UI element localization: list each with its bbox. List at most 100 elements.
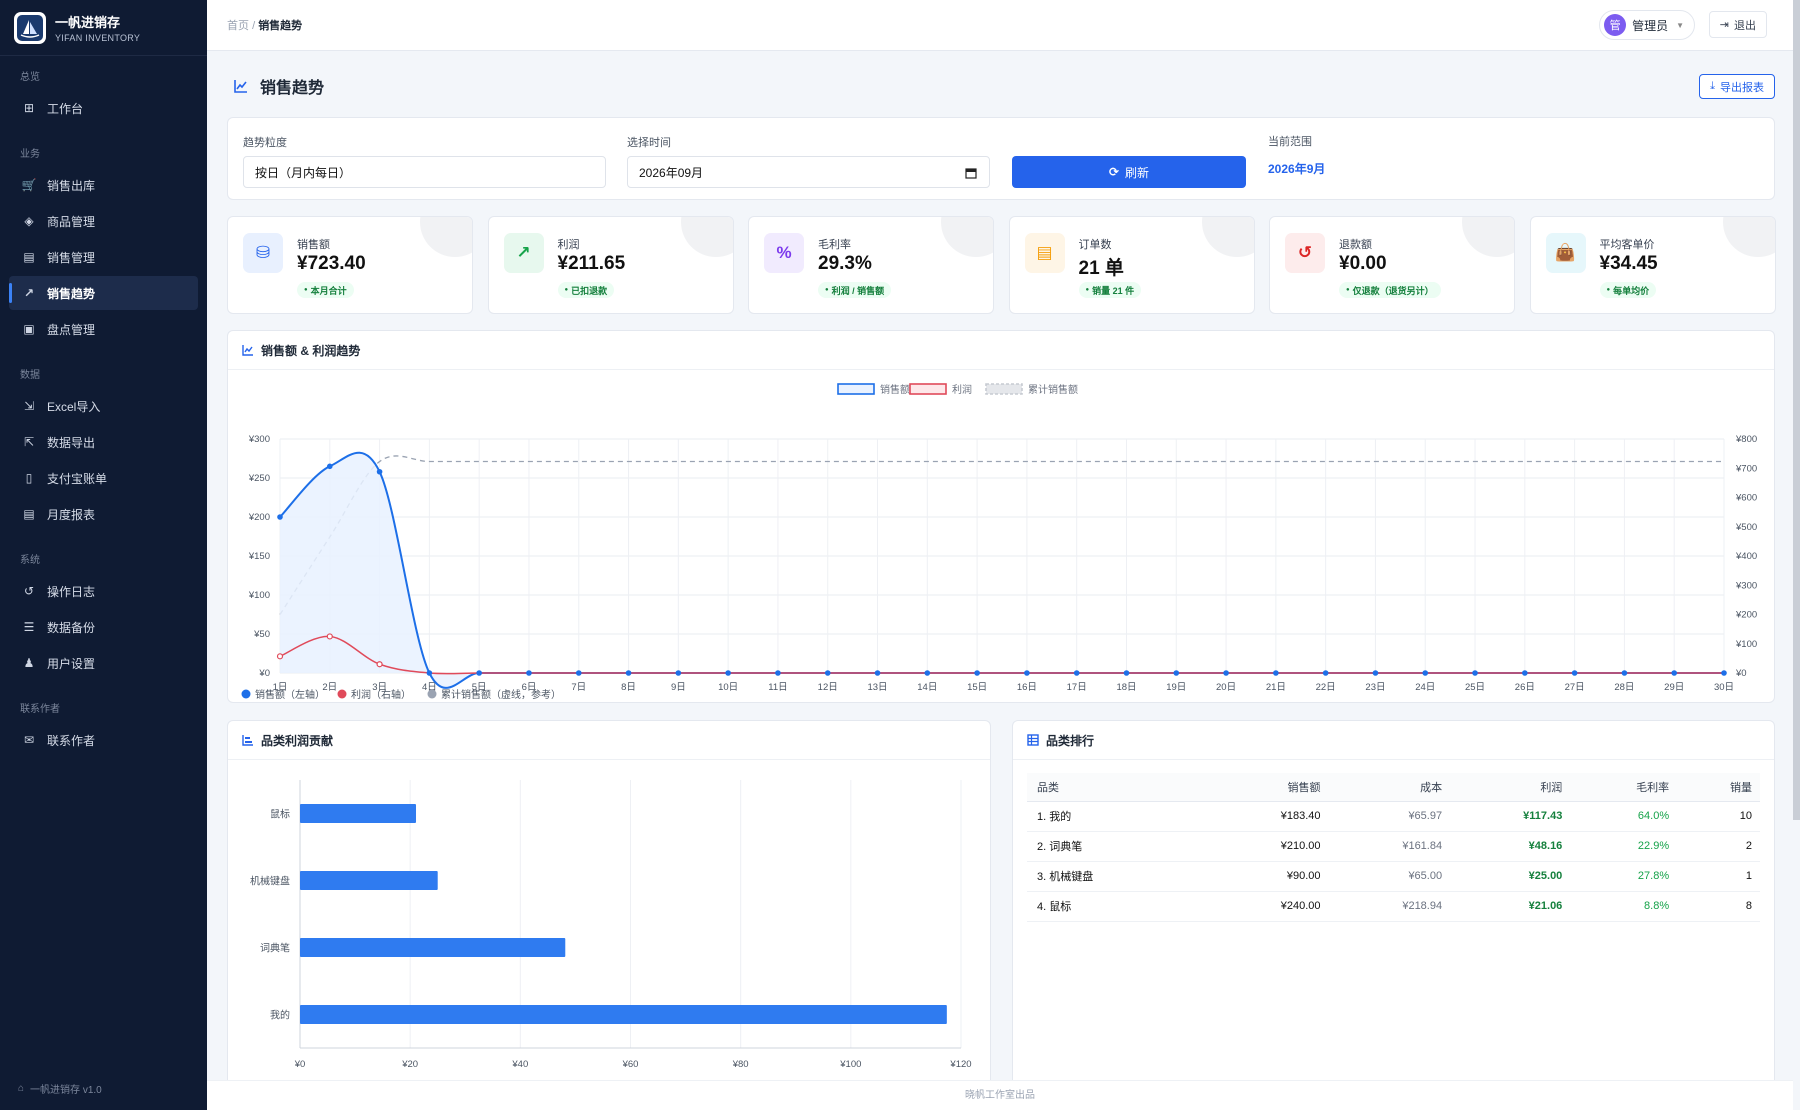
table-cell: ¥65.00 [1328,861,1451,892]
x-tick: ¥60 [622,1059,639,1070]
sidebar-item-database[interactable]: ☰ 数据备份 [9,610,198,644]
x-tick: 18日 [1116,682,1136,693]
stat-label: 利润 [557,239,580,251]
contact-icon: ✉ [23,733,35,747]
table-body: 1. 我的 ¥183.40 ¥65.97 ¥117.43 64.0% 10 2. 词典笔 ¥2… [1027,801,1760,922]
series-line-cumulative [279,455,1724,615]
badge-dot: ● [1346,287,1350,293]
sidebar-item-chart-line[interactable]: ↗ 销售趋势 [9,276,198,310]
x-tick: 16日 [1017,682,1037,693]
column-header[interactable]: 销量 [1677,773,1760,802]
column-header[interactable]: 成本 [1328,773,1451,802]
x-tick: 2日 [322,682,337,693]
x-tick: 25日 [1465,682,1485,693]
footer-legend-label: 累计销售额（虚线，参考） [441,688,561,701]
database-icon: ☰ [23,620,35,634]
x-tick: ¥0 [294,1059,306,1070]
y-right-tick: ¥0 [1735,668,1747,679]
y-left-tick: ¥300 [248,434,270,445]
x-tick: 24日 [1415,682,1435,693]
decoration [680,217,733,257]
sidebar-item-file[interactable]: ▯ 支付宝账单 [9,461,198,495]
sidebar-item-dashboard[interactable]: ⊞ 工作台 [9,91,198,125]
table-cell: ¥48.16 [1450,831,1571,862]
sidebar-item-import[interactable]: ⇲ Excel导入 [9,389,198,423]
user-menu[interactable]: 管 管理员 ▼ [1599,10,1695,40]
y-right-tick: ¥600 [1735,493,1757,504]
y-left-tick: ¥200 [248,512,270,523]
granularity-select[interactable]: 按日（月内每日） [243,156,606,188]
table-row[interactable]: 4. 鼠标 ¥240.00 ¥218.94 ¥21.06 8.8% 8 [1027,891,1760,922]
sidebar-item-box[interactable]: ◈ 商品管理 [9,204,198,238]
page-title: 销售趋势 [260,80,325,97]
refresh-icon: ⟳ [1108,165,1120,179]
column-header[interactable]: 利润 [1450,773,1571,802]
sidebar-item-chart-bar[interactable]: ▤ 销售管理 [9,240,198,274]
chart-bar-icon [242,735,253,746]
y-right-tick: ¥800 [1735,434,1757,445]
sidebar-item-file-text[interactable]: ▤ 月度报表 [9,497,198,531]
nav-group-label: 总览 [20,72,40,83]
table-icon [1027,734,1039,746]
stat-badge: ● 已扣退款 [557,282,615,298]
sidebar-item-label: 工作台 [47,101,84,116]
badge-dot: ● [1085,287,1090,293]
stat-label: 平均客单价 [1599,239,1655,251]
sidebar-item-label: 销售管理 [47,250,96,265]
scrollbar[interactable] [1793,0,1800,820]
time-picker[interactable]: 2026年09月 [627,156,990,188]
y-left-tick: ¥0 [258,668,270,679]
category-profit-header: 品类利润贡献 [242,721,333,759]
sidebar-item-label: 销售出库 [47,178,96,193]
bar [300,871,438,890]
sales-point [277,514,283,520]
x-tick: 22日 [1316,682,1336,693]
y-left-tick: ¥150 [248,551,270,562]
history-icon: ↺ [23,584,35,598]
table-row[interactable]: 2. 词典笔 ¥210.00 ¥161.84 ¥48.16 22.9% 2 [1027,831,1760,862]
profit-point [376,661,383,668]
sidebar-item-contact[interactable]: ✉ 联系作者 [9,723,198,757]
breadcrumb-home[interactable]: 首页 [227,20,249,32]
brand[interactable]: 一帆进销存 YIFAN INVENTORY [0,0,207,56]
sidebar-item-label: 数据导出 [47,435,96,450]
sidebar-item-label: Excel导入 [47,399,101,414]
logout-button[interactable]: ⇥ 退出 [1708,11,1767,38]
legend-label: 利润 [952,383,972,396]
legend-swatch [985,383,1023,395]
refresh-button[interactable]: ⟳ 刷新 [1012,156,1246,188]
sales-point [874,670,881,676]
sidebar-item-file-export[interactable]: ⇱ 数据导出 [9,425,198,459]
table-row[interactable]: 3. 机械键盘 ¥90.00 ¥65.00 ¥25.00 27.8% 1 [1027,861,1760,892]
table-row[interactable]: 1. 我的 ¥183.40 ¥65.97 ¥117.43 64.0% 10 [1027,801,1760,832]
table-cell: ¥240.00 [1207,891,1329,922]
x-tick: 17日 [1067,682,1087,693]
category-label: 我的 [270,1009,290,1022]
table-cell: 22.9% [1570,831,1678,862]
sidebar-item-cart[interactable]: 🛒 销售出库 [9,168,198,202]
x-tick: 28日 [1614,682,1634,693]
page-footer: 晓帆工作室出品 [207,1080,1793,1110]
sidebar-item-user-gear[interactable]: ♟ 用户设置 [9,646,198,680]
stat-value: ¥211.65 [557,253,626,274]
series-line-sales [279,451,1724,689]
sales-point [974,670,980,676]
range-value: 2026年9月 [1268,162,1326,176]
column-header[interactable]: 销售额 [1207,773,1329,802]
column-header[interactable]: 毛利率 [1570,773,1678,802]
trend-chart-title: 销售额 & 利润趋势 [261,343,361,358]
sidebar-item-clipboard[interactable]: ▣ 盘点管理 [9,312,198,346]
breadcrumb-separator: / [252,20,256,32]
calendar-icon [965,168,977,179]
table-cell: ¥25.00 [1450,861,1571,892]
box-icon: ◈ [24,214,34,228]
profit-point [276,653,284,660]
bar [300,938,566,957]
stat-card: % 毛利率 29.3% ● 利润 / 销售额 [748,216,994,314]
column-header[interactable]: 品类 [1027,773,1207,802]
sidebar-item-history[interactable]: ↺ 操作日志 [9,574,198,608]
trend-chart: 销售额 利润 累计销售额 ¥0 ¥50 ¥100 ¥150 ¥200 ¥250 ¥300 ¥0 ¥10… [241,383,1757,701]
badge-dot: ● [304,287,308,293]
export-report-button[interactable]: ⤓ 导出报表 [1699,74,1775,99]
sidebar-item-label: 联系作者 [47,733,96,748]
